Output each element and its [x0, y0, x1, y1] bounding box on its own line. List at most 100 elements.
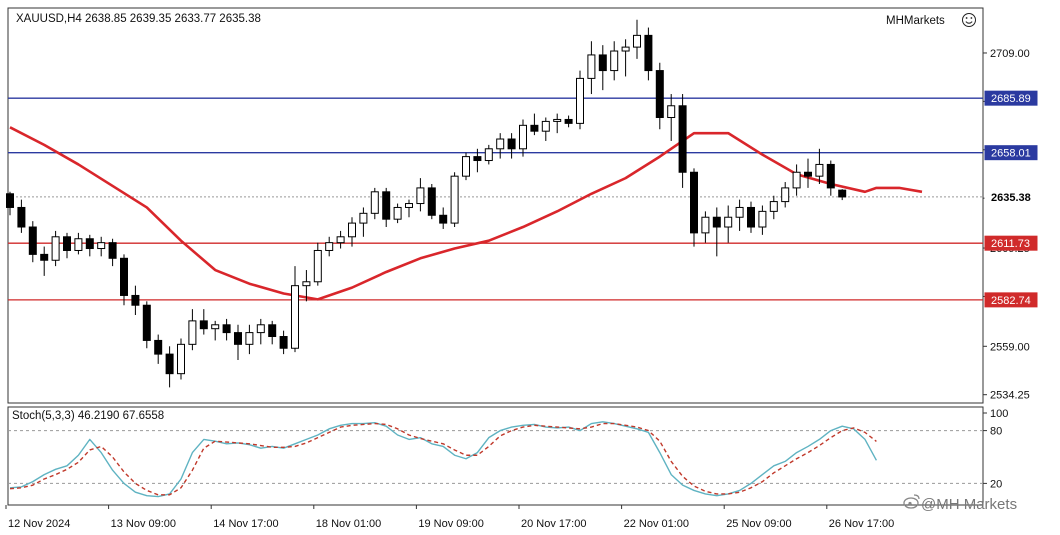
candle-body-up — [302, 281, 311, 287]
candle-body-up — [359, 212, 368, 224]
candle-body-up — [610, 50, 619, 72]
candle-body-up — [450, 175, 459, 224]
candle — [610, 41, 619, 81]
candle — [724, 205, 733, 243]
candle — [462, 152, 470, 181]
candle-body-down — [382, 191, 391, 220]
candle — [701, 211, 710, 243]
candle — [815, 148, 824, 184]
candle — [142, 301, 151, 349]
candle — [541, 117, 550, 141]
candle — [405, 199, 413, 218]
time-tick-label: 25 Nov 09:00 — [726, 518, 791, 530]
candle-body-up — [211, 324, 220, 330]
candle — [313, 242, 322, 286]
price-badge: 2658.01 — [984, 145, 1038, 161]
candle-body-down — [826, 163, 835, 189]
candle-body-up — [325, 242, 334, 251]
candle-body-up — [416, 187, 425, 205]
candle — [370, 187, 379, 220]
candle — [416, 178, 425, 212]
stochastic-title: Stoch(5,3,3) 46.2190 67.6558 — [12, 410, 164, 422]
stochastic-signal-line — [9, 422, 877, 496]
time-tick-label: 12 Nov 2024 — [8, 518, 70, 530]
candle-body-up — [313, 249, 322, 283]
price-badge: 2611.73 — [984, 235, 1038, 251]
candle — [781, 182, 790, 208]
candle — [393, 203, 402, 224]
candle-body-up — [667, 105, 676, 119]
candle — [439, 207, 448, 229]
price-tick-label: 2559.00 — [990, 341, 1030, 353]
time-tick-label: 26 Nov 17:00 — [829, 518, 894, 530]
candle-body-up — [621, 46, 630, 52]
candle-body-down — [690, 171, 698, 234]
candle — [826, 160, 835, 196]
time-tick-label: 13 Nov 09:00 — [111, 518, 176, 530]
price-badge-box — [984, 90, 1038, 106]
candle-body-down — [439, 214, 448, 224]
price-badge-label: 2658.01 — [991, 148, 1031, 160]
candle-body-up — [519, 124, 527, 150]
candle-body-up — [735, 206, 744, 218]
price-badge-box — [984, 292, 1038, 308]
candle-body-down — [85, 238, 94, 250]
candle — [735, 199, 744, 231]
candle — [28, 221, 37, 263]
candle — [633, 19, 641, 59]
candle — [211, 320, 220, 341]
stochastic-axis: 100 80 20 — [983, 408, 1008, 490]
candle — [769, 195, 778, 220]
candle-body-down — [279, 336, 288, 349]
candle-body-down — [63, 236, 71, 251]
candle-body-down — [154, 339, 163, 355]
candle — [427, 183, 436, 220]
candle-body-up — [188, 320, 197, 345]
candle — [576, 70, 584, 130]
stochastic-tick-label: 20 — [990, 478, 1002, 490]
candle — [245, 324, 254, 355]
candle-body-down — [40, 253, 49, 261]
candle-body-down — [142, 304, 151, 341]
candle-body-up — [633, 34, 641, 48]
candle — [279, 330, 288, 355]
stochastic-lines — [9, 421, 878, 498]
candle — [359, 207, 368, 237]
candle-body-down — [644, 34, 653, 72]
candle — [473, 148, 482, 173]
candle — [450, 172, 459, 228]
watermark-text: @MH Markets — [921, 496, 1017, 513]
stochastic-tick-label: 80 — [990, 426, 1002, 438]
time-tick-label: 22 Nov 01:00 — [624, 518, 689, 530]
candle-body-down — [530, 124, 539, 132]
candle-body-up — [370, 191, 379, 214]
candle — [667, 94, 676, 141]
candle — [336, 230, 345, 249]
candle — [507, 133, 516, 159]
candle — [838, 189, 847, 201]
candle — [302, 270, 311, 302]
stochastic-tick-label: 100 — [990, 408, 1008, 420]
candle-body-up — [724, 216, 733, 228]
weibo-icon — [903, 494, 920, 509]
candle-body-down — [28, 226, 37, 255]
candle-body-down — [199, 320, 208, 330]
candle-body-down — [564, 118, 573, 124]
candle-body-up — [336, 236, 345, 244]
candle — [690, 168, 698, 247]
candle — [530, 113, 539, 136]
candle-body-down — [222, 324, 231, 334]
price-badge-label: 2685.89 — [991, 93, 1031, 105]
candle-body-up — [496, 138, 505, 150]
smiley-icon — [962, 13, 976, 27]
candle — [519, 119, 527, 157]
candle — [199, 309, 208, 335]
candle — [120, 254, 128, 306]
candle — [792, 164, 801, 196]
candle-body-up — [701, 216, 710, 234]
candle-body-down — [234, 332, 242, 345]
time-tick-label: 18 Nov 01:00 — [316, 518, 381, 530]
candle-body-up — [51, 236, 60, 261]
candle-body-up — [553, 118, 562, 122]
candle — [655, 62, 664, 130]
